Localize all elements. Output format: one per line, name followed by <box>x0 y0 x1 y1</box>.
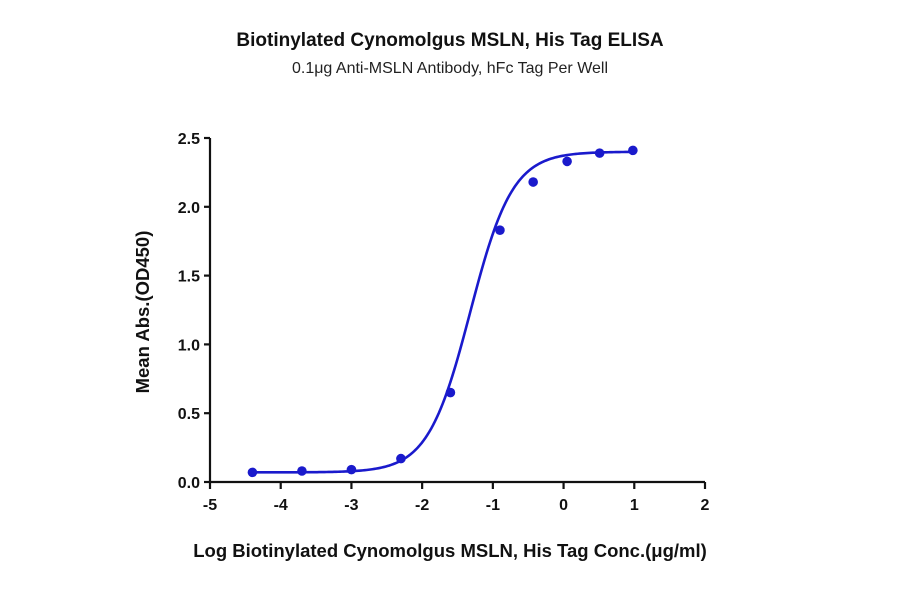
x-tick-label: 2 <box>701 497 710 514</box>
data-points <box>247 145 638 478</box>
data-point <box>297 466 307 476</box>
sigmoid-fit-line <box>252 150 633 474</box>
y-tick-label: 1.5 <box>178 269 200 286</box>
data-point <box>396 453 406 464</box>
y-tick-label: 0.0 <box>178 475 200 492</box>
x-tick-label: 0 <box>559 497 568 514</box>
axes: 0.0 0.5 1.0 1.5 2.0 2.5 -5 -4 -3 -2 -1 0 1 2 <box>178 131 710 514</box>
data-point <box>594 148 605 158</box>
y-tick-label: 0.5 <box>178 406 200 423</box>
x-tick-label: -1 <box>486 497 500 514</box>
chart-subtitle: 0.1μg Anti-MSLN Antibody, hFc Tag Per We… <box>291 60 609 77</box>
y-tick-label: 2.0 <box>178 200 200 217</box>
x-tick-label: 1 <box>630 497 639 514</box>
data-point <box>495 225 505 235</box>
data-point <box>247 467 258 478</box>
x-tick-label: -5 <box>203 497 217 514</box>
fit-curve <box>252 150 633 474</box>
y-tick-label: 1.0 <box>178 337 200 354</box>
x-axis-label: Log Biotinylated Cynomolgus MSLN, His Ta… <box>193 540 707 561</box>
x-tick-label: -3 <box>344 497 358 514</box>
data-point <box>528 177 538 187</box>
x-tick-label: -2 <box>415 497 429 514</box>
data-point <box>628 145 638 156</box>
data-point <box>445 387 456 398</box>
data-point <box>562 156 572 167</box>
chart-title: Biotinylated Cynomolgus MSLN, His Tag EL… <box>236 30 664 51</box>
x-tick-label: -4 <box>274 497 288 514</box>
y-tick-label: 2.5 <box>178 131 200 148</box>
data-point <box>346 464 357 475</box>
